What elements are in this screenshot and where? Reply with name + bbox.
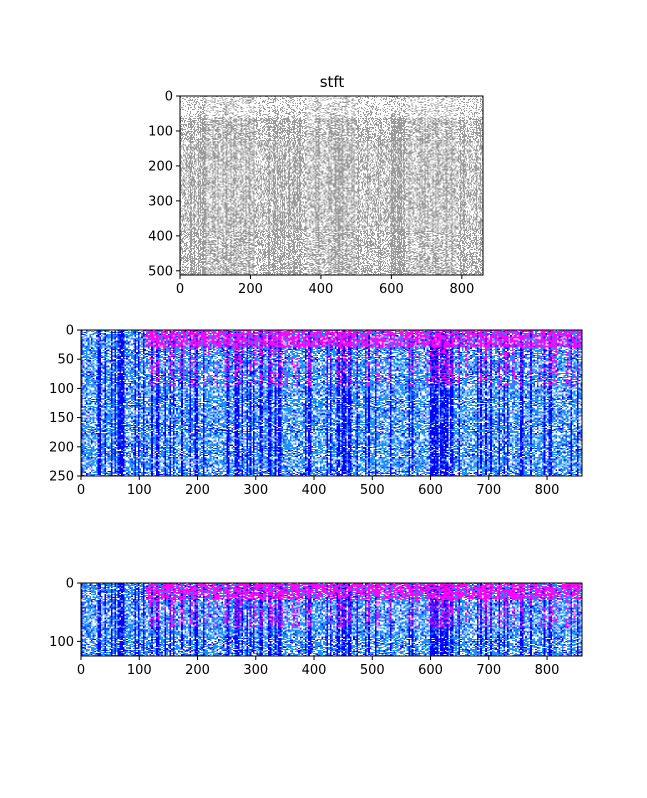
x-tick-label: 200 (185, 663, 210, 678)
stft-axes-frame (179, 95, 484, 276)
x-tick-label: 600 (418, 483, 443, 498)
x-tick-label: 200 (238, 282, 263, 297)
x-tick-label: 400 (309, 282, 334, 297)
y-tick-label: 0 (66, 324, 74, 339)
y-tick-label: 50 (57, 353, 74, 368)
x-tick-label: 600 (379, 282, 404, 297)
y-tick-label: 100 (49, 635, 74, 650)
mid-panel: 0 100 200 300 400 500 600 700 800 0 50 100 150 200 250 (49, 324, 583, 499)
y-tick-label: 200 (49, 440, 74, 455)
y-tick-label: 300 (148, 194, 173, 209)
y-tick-label: 400 (148, 229, 173, 244)
y-tick-label: 200 (148, 159, 173, 174)
x-tick-label: 800 (535, 483, 560, 498)
x-tick-label: 500 (360, 663, 385, 678)
y-tick-label: 0 (66, 577, 74, 592)
y-tick-label: 500 (148, 264, 173, 279)
mid-heatmap (81, 330, 582, 476)
x-tick-label: 600 (418, 663, 443, 678)
bottom-heatmap-image (81, 583, 582, 656)
bottom-heatmap (81, 583, 582, 656)
x-tick-label: 0 (77, 663, 85, 678)
x-tick-label: 0 (77, 483, 85, 498)
x-tick-label: 500 (360, 483, 385, 498)
x-tick-label: 800 (535, 663, 560, 678)
stft-heatmap-image (180, 96, 483, 275)
x-tick-label: 700 (476, 663, 501, 678)
bottom-axes-frame (80, 582, 583, 657)
mid-ticks: 0 100 200 300 400 500 600 700 800 0 50 100 150 200 250 (49, 324, 559, 499)
y-tick-label: 100 (148, 124, 173, 139)
x-tick-label: 400 (302, 483, 327, 498)
x-tick-label: 200 (185, 483, 210, 498)
x-tick-label: 300 (243, 483, 268, 498)
x-tick-label: 700 (476, 483, 501, 498)
x-tick-label: 100 (127, 483, 152, 498)
stft-panel: stft 0 200 400 600 800 0 100 200 300 400 500 (148, 73, 484, 298)
stft-title: stft (320, 73, 345, 91)
stft-heatmap (180, 96, 483, 275)
x-tick-label: 0 (176, 282, 184, 297)
x-tick-label: 300 (243, 663, 268, 678)
y-tick-label: 250 (49, 470, 74, 485)
stft-ticks: 0 200 400 600 800 0 100 200 300 400 500 (148, 90, 474, 298)
y-tick-label: 0 (165, 90, 173, 105)
mid-heatmap-image (81, 330, 582, 476)
mid-axes-frame (80, 329, 583, 477)
x-tick-label: 100 (127, 663, 152, 678)
x-tick-label: 800 (449, 282, 474, 297)
y-tick-label: 100 (49, 382, 74, 397)
y-tick-label: 150 (49, 411, 74, 426)
x-tick-label: 400 (302, 663, 327, 678)
